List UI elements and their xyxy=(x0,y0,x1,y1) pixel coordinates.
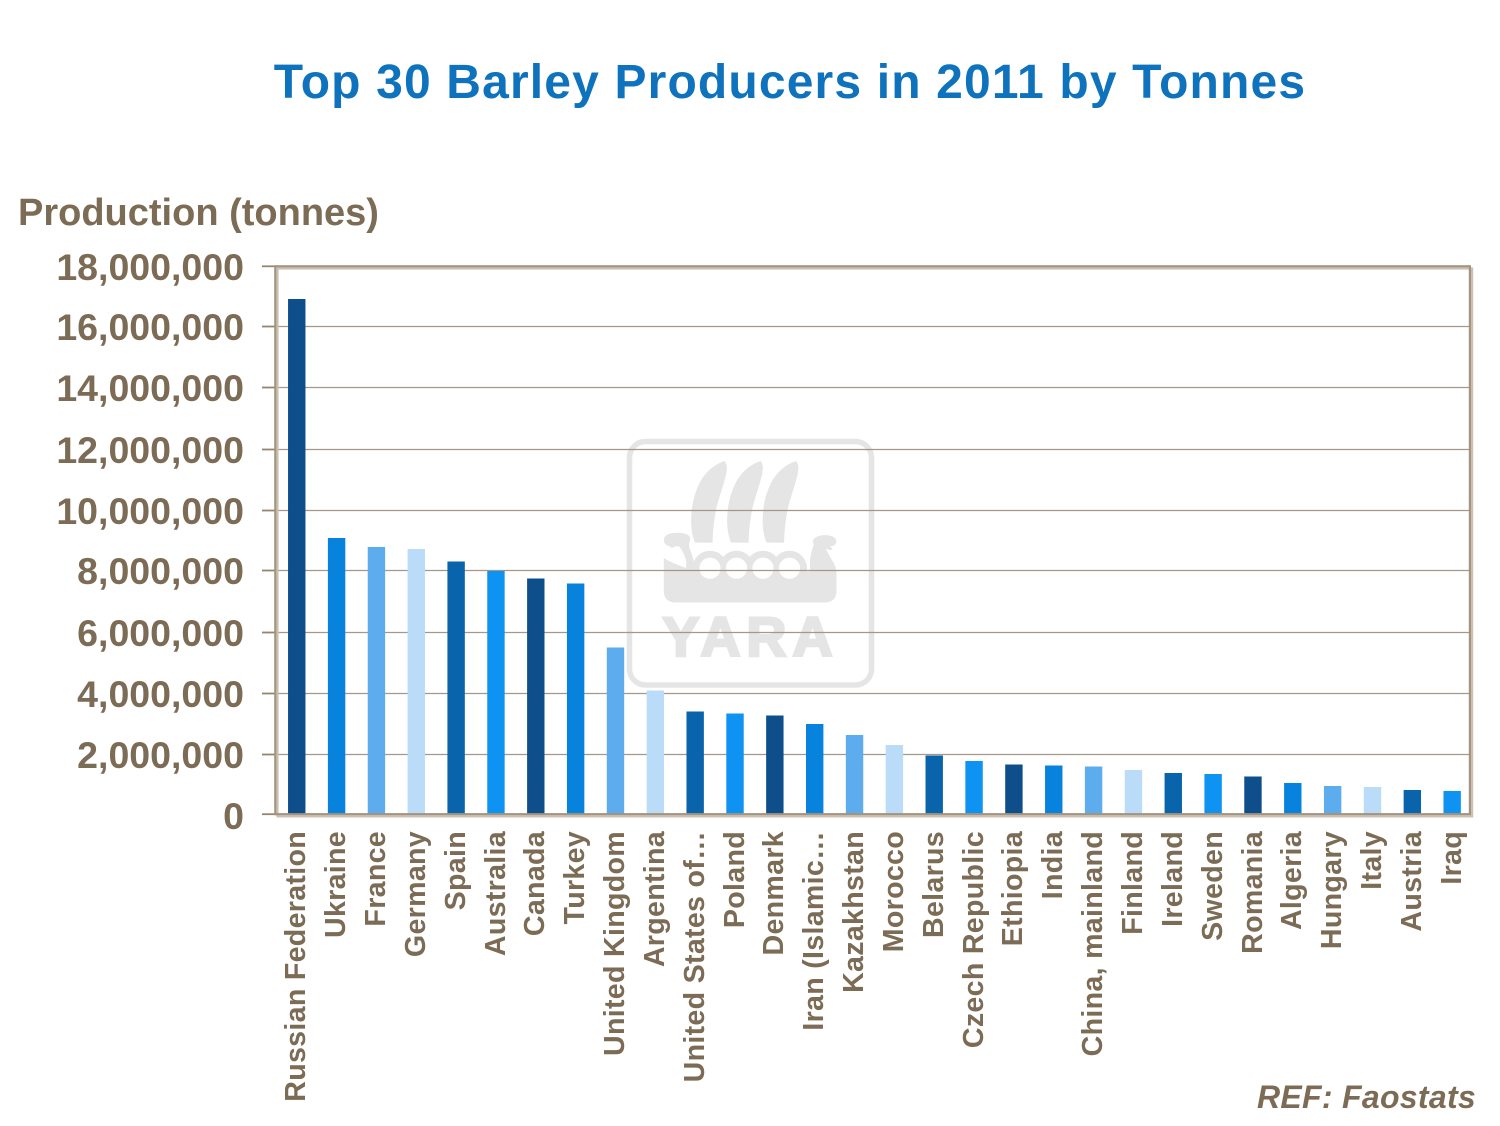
svg-text:YARA: YARA xyxy=(662,606,838,668)
